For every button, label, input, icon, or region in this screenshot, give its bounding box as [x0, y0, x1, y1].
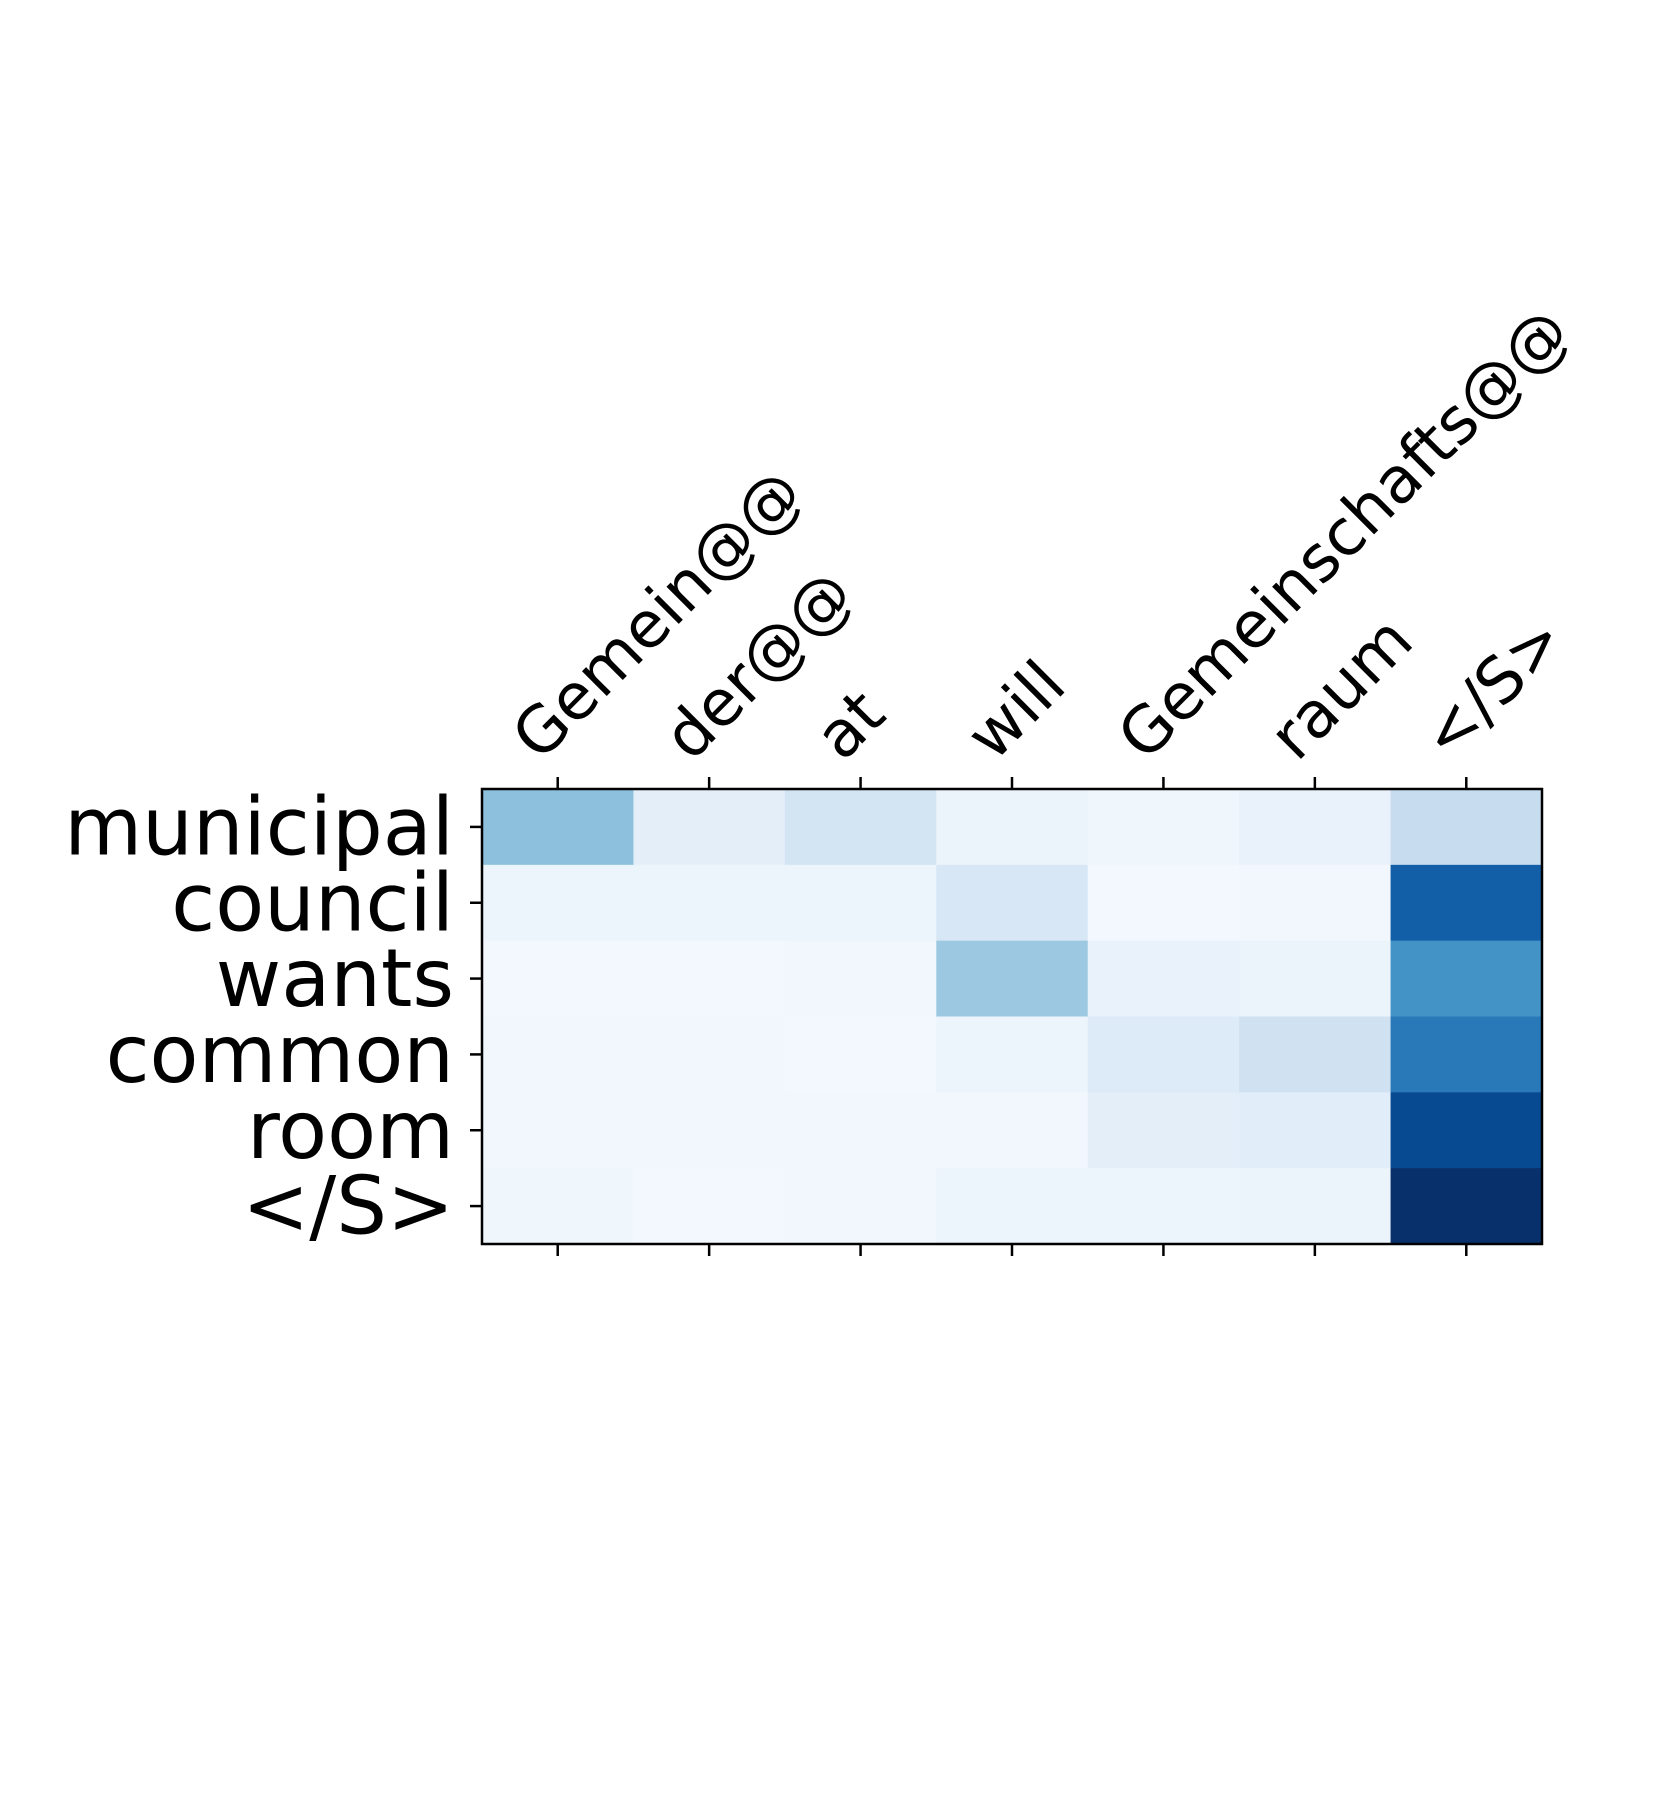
heatmap-cell-r2-c5 [1239, 940, 1392, 1018]
heatmap-cell-r3-c5 [1239, 1016, 1392, 1093]
heatmap-cell-r1-c6 [1390, 864, 1543, 942]
heatmap-cell-r3-c3 [936, 1016, 1089, 1093]
heatmap-cell-r4-c1 [633, 1092, 786, 1169]
heatmap-cell-r2-c0 [482, 940, 635, 1018]
heatmap-cell-r3-c1 [633, 1016, 786, 1093]
y-tick-label-5: </S> [242, 1160, 454, 1253]
x-axis-tick-labels: Gemein@@der@@at will Gemeinschafts@@raum</… [499, 294, 1585, 774]
x-tick-label-3: will [953, 647, 1080, 774]
heatmap-cell-r4-c4 [1087, 1092, 1240, 1169]
y-tick-label-0: municipal [64, 780, 454, 873]
heatmap-cell-r2-c2 [784, 940, 937, 1018]
y-tick-label-1: council [171, 856, 454, 949]
heatmap-cell-r5-c6 [1390, 1168, 1543, 1245]
heatmap-cell-r2-c1 [633, 940, 786, 1018]
heatmap-cell-r1-c0 [482, 864, 635, 942]
heatmap-cell-r4-c5 [1239, 1092, 1392, 1169]
x-tick-label-2: at [802, 677, 900, 775]
heatmap-cell-r2-c3 [936, 940, 1089, 1018]
heatmap-cell-r1-c1 [633, 864, 786, 942]
heatmap-cell-r0-c6 [1390, 789, 1543, 866]
heatmap-cell-r4-c6 [1390, 1092, 1543, 1169]
heatmap-cell-r5-c4 [1087, 1168, 1240, 1245]
heatmap-cell-r0-c5 [1239, 789, 1392, 866]
heatmap-cell-r0-c0 [482, 789, 635, 866]
heatmap-cell-r4-c2 [784, 1092, 937, 1169]
y-tick-label-2: wants [216, 932, 454, 1025]
y-tick-label-4: room [247, 1084, 454, 1177]
heatmap-cell-r2-c4 [1087, 940, 1240, 1018]
heatmap-cell-r1-c3 [936, 864, 1089, 942]
heatmap-cell-r1-c4 [1087, 864, 1240, 942]
heatmap-cell-r4-c0 [482, 1092, 635, 1169]
heatmap-cell-r3-c0 [482, 1016, 635, 1093]
heatmap-cells [482, 789, 1543, 1245]
axis-ticks [470, 777, 1468, 1256]
heatmap-cell-r3-c2 [784, 1016, 937, 1093]
heatmap-cell-r4-c3 [936, 1092, 1089, 1169]
heatmap-cell-r1-c2 [784, 864, 937, 942]
heatmap-cell-r0-c2 [784, 789, 937, 866]
heatmap-cell-r0-c1 [633, 789, 786, 866]
heatmap-cell-r1-c5 [1239, 864, 1392, 942]
heatmap-cell-r0-c3 [936, 789, 1089, 866]
heatmap-cell-r5-c1 [633, 1168, 786, 1245]
heatmap-cell-r5-c0 [482, 1168, 635, 1245]
y-tick-label-3: common [106, 1008, 454, 1101]
heatmap-cell-r2-c6 [1390, 940, 1543, 1018]
x-tick-label-6: </S> [1407, 602, 1579, 774]
heatmap-cell-r3-c6 [1390, 1016, 1543, 1093]
plot-frame [480, 787, 1544, 1246]
heatmap-cell-r3-c4 [1087, 1016, 1240, 1093]
heatmap-cell-r0-c4 [1087, 789, 1240, 866]
heatmap-cell-r5-c3 [936, 1168, 1089, 1245]
heatmap-cell-r5-c5 [1239, 1168, 1392, 1245]
heatmap-cell-r5-c2 [784, 1168, 937, 1245]
